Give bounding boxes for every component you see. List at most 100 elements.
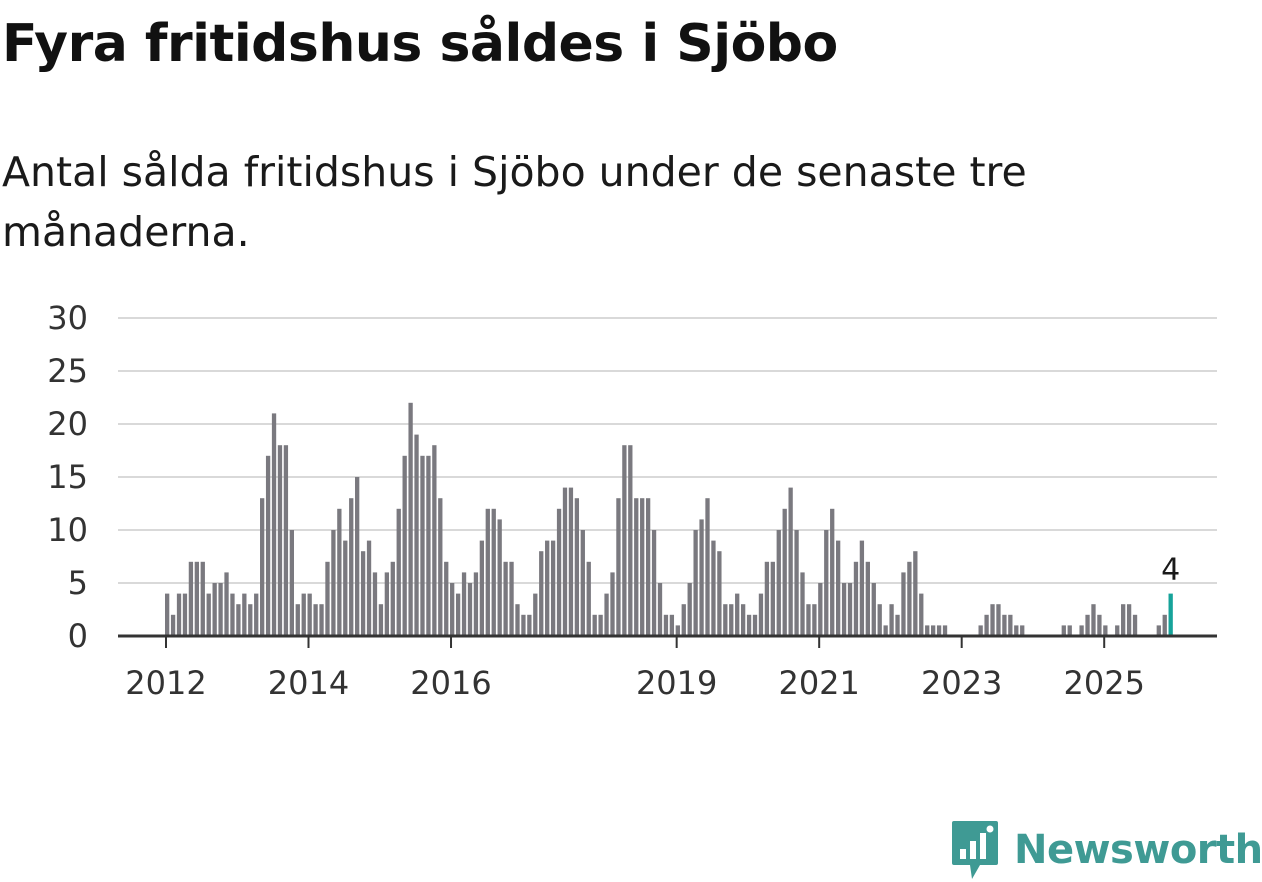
- bar: [307, 593, 312, 636]
- bar: [408, 402, 413, 636]
- bar: [651, 530, 657, 636]
- bar: [663, 614, 669, 636]
- bar: [776, 530, 781, 636]
- bar: [349, 498, 354, 636]
- bar: [319, 604, 324, 636]
- bar: [871, 583, 876, 636]
- bar: [545, 540, 550, 636]
- bar: [242, 593, 247, 636]
- bar: [877, 604, 882, 636]
- bar: [444, 561, 449, 636]
- bar: [770, 561, 775, 636]
- bar: [562, 487, 568, 636]
- bar: [331, 530, 336, 636]
- bar: [1126, 604, 1132, 636]
- bar: [717, 551, 722, 636]
- bar: [224, 572, 229, 636]
- bar: [782, 508, 787, 636]
- bar: [200, 561, 205, 636]
- bar: [265, 455, 271, 636]
- bar: [735, 593, 740, 636]
- bar: [248, 604, 253, 636]
- chart-title: Fyra fritidshus såldes i Sjöbo: [2, 14, 838, 74]
- highlight-data-label: 4: [1161, 553, 1180, 588]
- bar: [610, 572, 615, 636]
- bar: [182, 593, 188, 636]
- bar: [913, 551, 918, 636]
- bar: [491, 508, 496, 636]
- bar: [883, 625, 888, 636]
- bar: [218, 583, 223, 636]
- brand-logo[interactable]: Newsworthy: [950, 818, 1262, 882]
- bar: [230, 593, 235, 636]
- bar: [497, 519, 502, 636]
- bar: [384, 572, 390, 636]
- bar: [681, 604, 686, 636]
- bar: [539, 551, 544, 636]
- bar: [254, 593, 259, 636]
- bar: [1067, 625, 1072, 636]
- bar: [758, 593, 764, 636]
- bar: [818, 583, 823, 636]
- bar: [467, 583, 473, 636]
- bar: [1091, 604, 1096, 636]
- bar: [1097, 614, 1102, 636]
- bar: [622, 445, 627, 636]
- bar: [165, 593, 170, 636]
- bar: [271, 413, 277, 636]
- bar: [432, 445, 437, 636]
- bar: [990, 604, 995, 636]
- bar: [1008, 614, 1013, 636]
- bar: [764, 561, 770, 636]
- bar: [236, 604, 241, 636]
- bar: [509, 561, 514, 636]
- bar: [604, 593, 609, 636]
- bar: [1132, 614, 1138, 636]
- bar: [1020, 625, 1025, 636]
- x-tick-label: 2021: [778, 664, 859, 702]
- bar: [919, 593, 924, 636]
- bar: [628, 445, 633, 636]
- bar: [693, 530, 698, 636]
- bar: [978, 625, 983, 636]
- bar: [853, 561, 859, 636]
- bar: [865, 561, 870, 636]
- bar: [907, 561, 912, 636]
- bar: [366, 540, 372, 636]
- bar: [438, 498, 443, 636]
- y-tick-label: 5: [68, 564, 88, 602]
- bar: [479, 540, 485, 636]
- y-tick-label: 30: [47, 299, 88, 337]
- bar: [1121, 604, 1126, 636]
- bar: [859, 540, 865, 636]
- chart-subtitle: Antal sålda fritidshus i Sjöbo under de …: [2, 148, 1027, 256]
- bar: [355, 477, 360, 636]
- bar: [1079, 625, 1084, 636]
- bar: [360, 551, 366, 636]
- bar: [699, 519, 704, 636]
- bar: [301, 593, 306, 636]
- bar: [402, 455, 407, 636]
- y-tick-label: 0: [68, 617, 88, 655]
- bar: [455, 593, 461, 636]
- bar: [592, 614, 597, 636]
- bar: [824, 530, 829, 636]
- bar: [616, 498, 621, 636]
- bar: [343, 540, 348, 636]
- bar: [841, 583, 847, 636]
- bar: [277, 445, 283, 636]
- bar: [800, 572, 805, 636]
- bar: [598, 614, 603, 636]
- bar: [337, 508, 342, 636]
- bar: [414, 434, 419, 636]
- x-tick-label: 2025: [1063, 664, 1144, 702]
- bar: [669, 614, 675, 636]
- bar: [212, 583, 217, 636]
- bar: [687, 583, 692, 636]
- bar: [746, 614, 752, 636]
- bar: [206, 593, 211, 636]
- bar: [889, 604, 894, 636]
- bar: [830, 508, 835, 636]
- bar: [580, 530, 585, 636]
- bar: [574, 498, 580, 636]
